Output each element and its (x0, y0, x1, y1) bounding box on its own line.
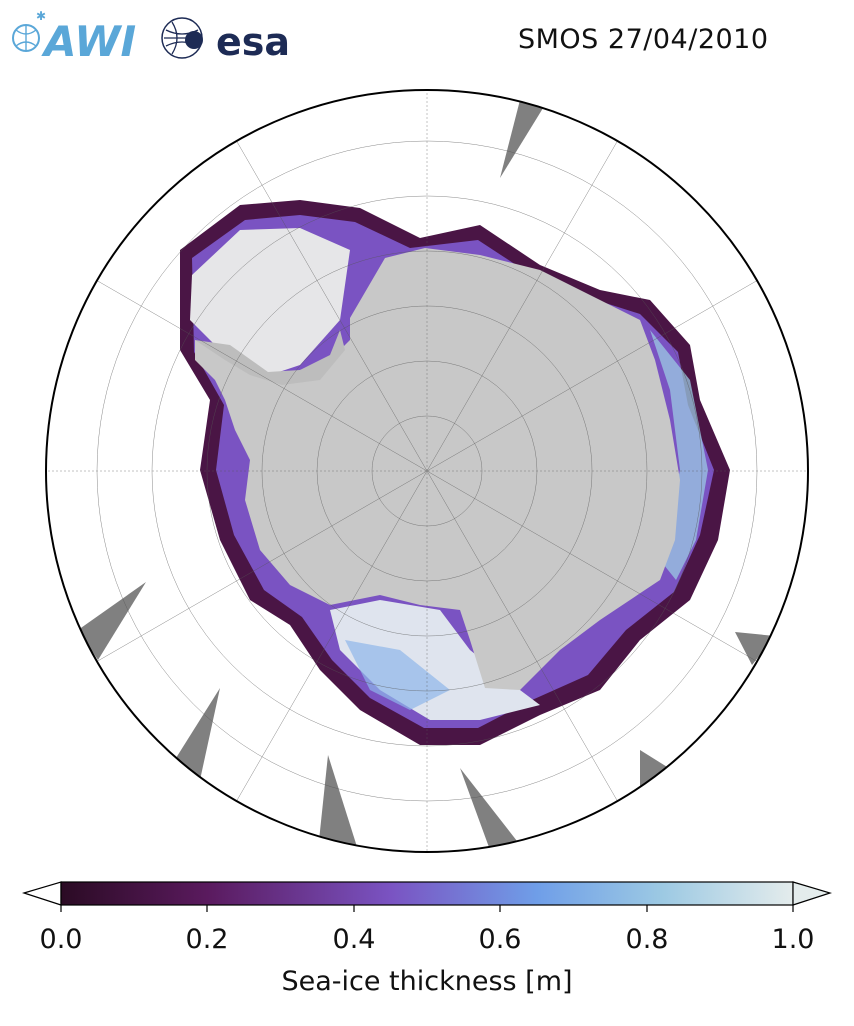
colorbar-extend-low (21, 881, 62, 906)
missing-data-wedge (640, 750, 672, 790)
esa-logo: esa (161, 17, 290, 64)
colorbar-ticks (60, 905, 794, 912)
header-logos: ✱ AWI esa (12, 9, 290, 64)
colorbar-extend-high (792, 881, 833, 906)
colorbar-tick-label: 1.0 (771, 924, 815, 955)
missing-data-wedge (78, 582, 146, 660)
missing-data-wedge (318, 755, 358, 850)
colorbar-tick-label: 0.4 (332, 924, 376, 955)
thick-ice-weddell (190, 228, 350, 375)
map-boundary (45, 89, 809, 853)
missing-data-wedge (460, 768, 524, 850)
colorbar-label: Sea-ice thickness [m] (281, 966, 573, 997)
antarctic-peninsula (195, 330, 345, 385)
medium-ice-east (650, 330, 708, 580)
graticule (46, 90, 808, 852)
colorbar (21, 881, 833, 912)
colorbar-tick-label: 0.8 (625, 924, 669, 955)
antarctic-sea-ice-map (45, 89, 809, 853)
colorbar-gradient (60, 881, 794, 906)
colorbar-tick-label: 0.2 (185, 924, 229, 955)
awi-star-icon: ✱ (36, 9, 46, 23)
awi-logo-text: AWI (41, 17, 136, 64)
awi-logo: ✱ AWI (12, 9, 136, 64)
map-title: SMOS 27/04/2010 (518, 24, 769, 55)
colorbar-tick-label: 0.6 (478, 924, 522, 955)
missing-data-wedge (176, 688, 220, 780)
missing-data-wedges (78, 100, 775, 850)
missing-data-wedge (500, 100, 548, 178)
colorbar-tick-label: 0.0 (39, 924, 83, 955)
medium-ice-ross (345, 640, 450, 710)
antarctica-land (195, 248, 680, 690)
missing-data-wedge (735, 632, 775, 665)
esa-logo-text: esa (216, 20, 290, 64)
